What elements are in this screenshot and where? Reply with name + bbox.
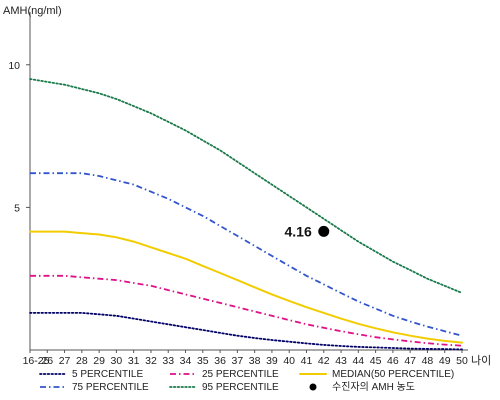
x-tick-label: 31 bbox=[128, 355, 140, 367]
x-tick-label: 16-25 bbox=[23, 355, 50, 367]
x-tick-label: 47 bbox=[404, 355, 416, 367]
y-ticks: 5 10 bbox=[8, 60, 30, 214]
x-tick-label: 33 bbox=[162, 355, 174, 367]
x-tick-label: 37 bbox=[232, 355, 244, 367]
y-tick-label: 5 bbox=[14, 202, 20, 214]
x-tick-label: 49 bbox=[439, 355, 451, 367]
series-line bbox=[30, 172, 463, 337]
x-tick-label: 27 bbox=[59, 355, 71, 367]
x-tick-label: 29 bbox=[93, 355, 105, 367]
legend-label: 25 PERCENTILE bbox=[202, 369, 279, 380]
x-tick-label: 48 bbox=[422, 355, 434, 367]
x-tick-label: 46 bbox=[387, 355, 399, 367]
legend-marker-label: 수진자의 AMH 농도 bbox=[332, 381, 415, 393]
legend-label: 5 PERCENTILE bbox=[72, 369, 143, 380]
legend-label: 95 PERCENTILE bbox=[202, 382, 279, 393]
x-tick-label: 42 bbox=[318, 355, 330, 367]
x-tick-label: 26 bbox=[41, 355, 53, 367]
x-axis-title: 나이 bbox=[471, 354, 491, 367]
x-tick-label: 35 bbox=[197, 355, 209, 367]
legend-marker-swatch bbox=[309, 383, 317, 391]
series-line bbox=[29, 78, 463, 294]
x-tick-label: 41 bbox=[301, 355, 313, 367]
series-line bbox=[30, 274, 463, 347]
x-tick-label: 39 bbox=[266, 355, 278, 367]
patient-value-label: 4.16 bbox=[285, 223, 312, 239]
x-tick-label: 34 bbox=[180, 355, 192, 367]
x-tick-label: 40 bbox=[283, 355, 295, 367]
x-tick-label: 36 bbox=[214, 355, 226, 367]
patient-marker-group: 4.16 bbox=[285, 223, 330, 239]
x-tick-label: 38 bbox=[249, 355, 261, 367]
legend-label: MEDIAN(50 PERCENTILE) bbox=[332, 369, 454, 380]
x-tick-label: 28 bbox=[76, 355, 88, 367]
series-line bbox=[29, 230, 463, 344]
x-tick-label: 45 bbox=[370, 355, 382, 367]
patient-marker bbox=[318, 225, 330, 237]
x-tick-label: 43 bbox=[335, 355, 347, 367]
legend-label: 75 PERCENTILE bbox=[72, 382, 149, 393]
legend: 5 PERCENTILE 25 PERCENTILE MEDIAN(50 PERCE… bbox=[39, 369, 454, 393]
x-tick-label: 50 bbox=[456, 355, 468, 367]
y-axis-title: AMH(ng/ml) bbox=[3, 5, 62, 17]
series-line bbox=[29, 311, 463, 351]
x-tick-label: 30 bbox=[111, 355, 123, 367]
series-lines bbox=[29, 78, 463, 351]
x-tick-label: 32 bbox=[145, 355, 157, 367]
x-tick-label: 44 bbox=[352, 355, 364, 367]
y-tick-label: 10 bbox=[8, 60, 20, 72]
